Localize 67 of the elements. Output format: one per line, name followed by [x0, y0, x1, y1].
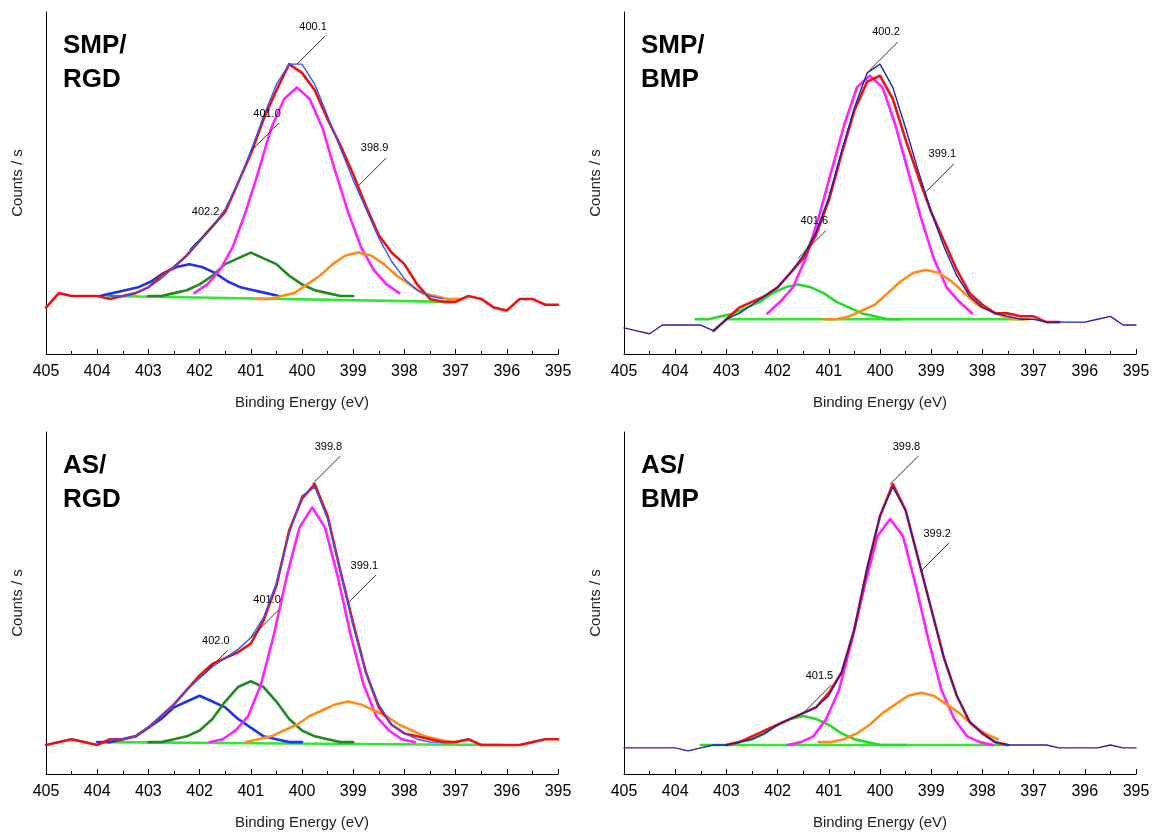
annotation: 400.1 [299, 19, 327, 32]
y-axis-title: Counts / s [8, 569, 25, 637]
annotation: 399.8 [892, 439, 921, 452]
x-axis-title: Binding Energy (eV) [812, 813, 948, 830]
x-tick-label: 396 [1071, 781, 1099, 799]
x-tick-label: 399 [917, 781, 945, 799]
annotation: 400.2 [872, 25, 900, 38]
annotation: 402.2 [191, 205, 220, 218]
x-tick-label: 402 [186, 781, 214, 799]
x-tick-label: 395 [544, 781, 572, 799]
y-axis-title: Counts / s [8, 149, 25, 217]
x-tick-label: 404 [661, 361, 689, 379]
x-tick-label: 398 [969, 361, 996, 379]
x-tick-label: 395 [544, 361, 572, 379]
x-tick-label: 405 [32, 781, 60, 799]
x-tick-label: 404 [83, 361, 111, 379]
x-tick-label: 401 [815, 361, 843, 379]
chart-title: SMP/ BMP [641, 29, 705, 93]
x-tick-label: 400 [866, 361, 894, 379]
annotation: 402.0 [202, 633, 230, 646]
x-tick-label: 398 [391, 781, 418, 799]
chart-title: AS/ RGD [63, 449, 121, 513]
x-tick-label: 403 [713, 361, 740, 379]
annotation: 399.8 [314, 439, 343, 452]
x-tick-label: 402 [186, 361, 214, 379]
x-tick-label: 405 [610, 781, 638, 799]
x-tick-label: 400 [866, 781, 894, 799]
x-tick-label: 404 [83, 781, 111, 799]
x-tick-label: 401 [237, 781, 265, 799]
annotation: 399.1 [350, 558, 379, 571]
x-tick-label: 403 [713, 781, 740, 799]
x-tick-label: 398 [969, 781, 996, 799]
x-tick-label: 400 [288, 361, 316, 379]
x-tick-label: 399 [917, 361, 945, 379]
x-tick-label: 397 [442, 361, 470, 379]
x-tick-label: 400 [288, 781, 316, 799]
x-tick-label: 403 [135, 361, 162, 379]
x-tick-label: 402 [764, 781, 792, 799]
chart-title: SMP/ RGD [63, 29, 127, 93]
x-tick-label: 403 [135, 781, 162, 799]
y-axis-title: Counts / s [586, 569, 603, 637]
x-tick-label: 395 [1122, 361, 1150, 379]
x-tick-label: 399 [339, 781, 367, 799]
x-tick-label: 398 [391, 361, 418, 379]
annotation: 398.9 [360, 141, 389, 154]
x-tick-label: 399 [339, 361, 367, 379]
x-tick-label: 396 [1071, 361, 1099, 379]
annotation: 399.1 [928, 147, 957, 160]
y-axis-title: Counts / s [586, 149, 603, 217]
x-axis-title: Binding Energy (eV) [234, 393, 370, 410]
annotation: 399.2 [923, 526, 951, 539]
x-tick-label: 397 [1020, 781, 1048, 799]
x-axis-title: Binding Energy (eV) [812, 393, 948, 410]
x-tick-label: 402 [764, 361, 792, 379]
x-tick-label: 395 [1122, 781, 1150, 799]
x-tick-label: 397 [442, 781, 470, 799]
x-tick-label: 397 [1020, 361, 1048, 379]
x-tick-label: 401 [237, 361, 265, 379]
x-tick-label: 401 [815, 781, 843, 799]
x-axis-title: Binding Energy (eV) [234, 813, 370, 830]
x-tick-label: 405 [32, 361, 60, 379]
x-tick-label: 404 [661, 781, 689, 799]
annotation: 401.5 [805, 668, 834, 681]
x-tick-label: 405 [610, 361, 638, 379]
chart-title: AS/ BMP [641, 449, 699, 513]
x-tick-label: 396 [493, 361, 521, 379]
x-tick-label: 396 [493, 781, 521, 799]
